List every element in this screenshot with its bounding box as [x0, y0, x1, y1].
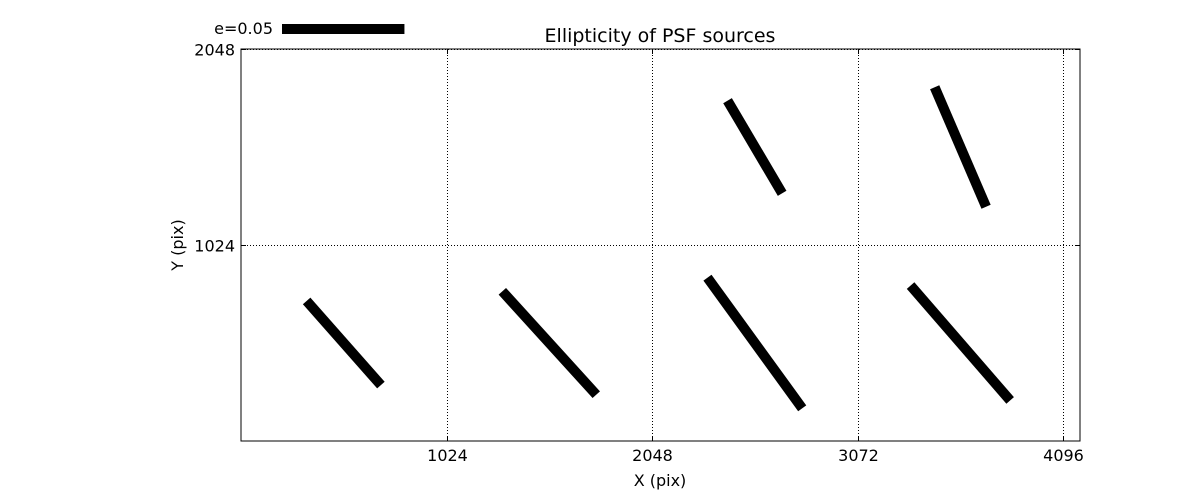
x-tick-label: 2048	[632, 446, 673, 465]
x-axis-label: X (pix)	[634, 471, 687, 490]
scale-key: e=0.05	[214, 19, 405, 38]
chart-title: Ellipticity of PSF sources	[545, 25, 776, 47]
ellipticity-stick	[498, 287, 600, 399]
ellipticity-stick	[930, 85, 991, 209]
x-tick-label: 4096	[1043, 446, 1084, 465]
ellipticity-stick	[302, 297, 385, 389]
y-axis-label: Y (pix)	[168, 219, 187, 271]
scale-key-label: e=0.05	[214, 19, 273, 38]
ellipticity-sticks	[302, 85, 1014, 412]
y-tick-label: 1024	[194, 237, 235, 256]
ellipticity-stick	[703, 274, 807, 412]
ellipticity-stick	[723, 98, 787, 196]
ellipticity-stick	[906, 282, 1014, 404]
plot-frame	[240, 48, 1081, 442]
axis-ticks: 1024 2048 3072 4096 1024 2048	[194, 41, 1084, 466]
x-tick-label: 3072	[838, 446, 879, 465]
grid-lines	[241, 49, 1080, 441]
y-tick-label: 2048	[194, 41, 235, 60]
x-tick-label: 1024	[427, 446, 468, 465]
